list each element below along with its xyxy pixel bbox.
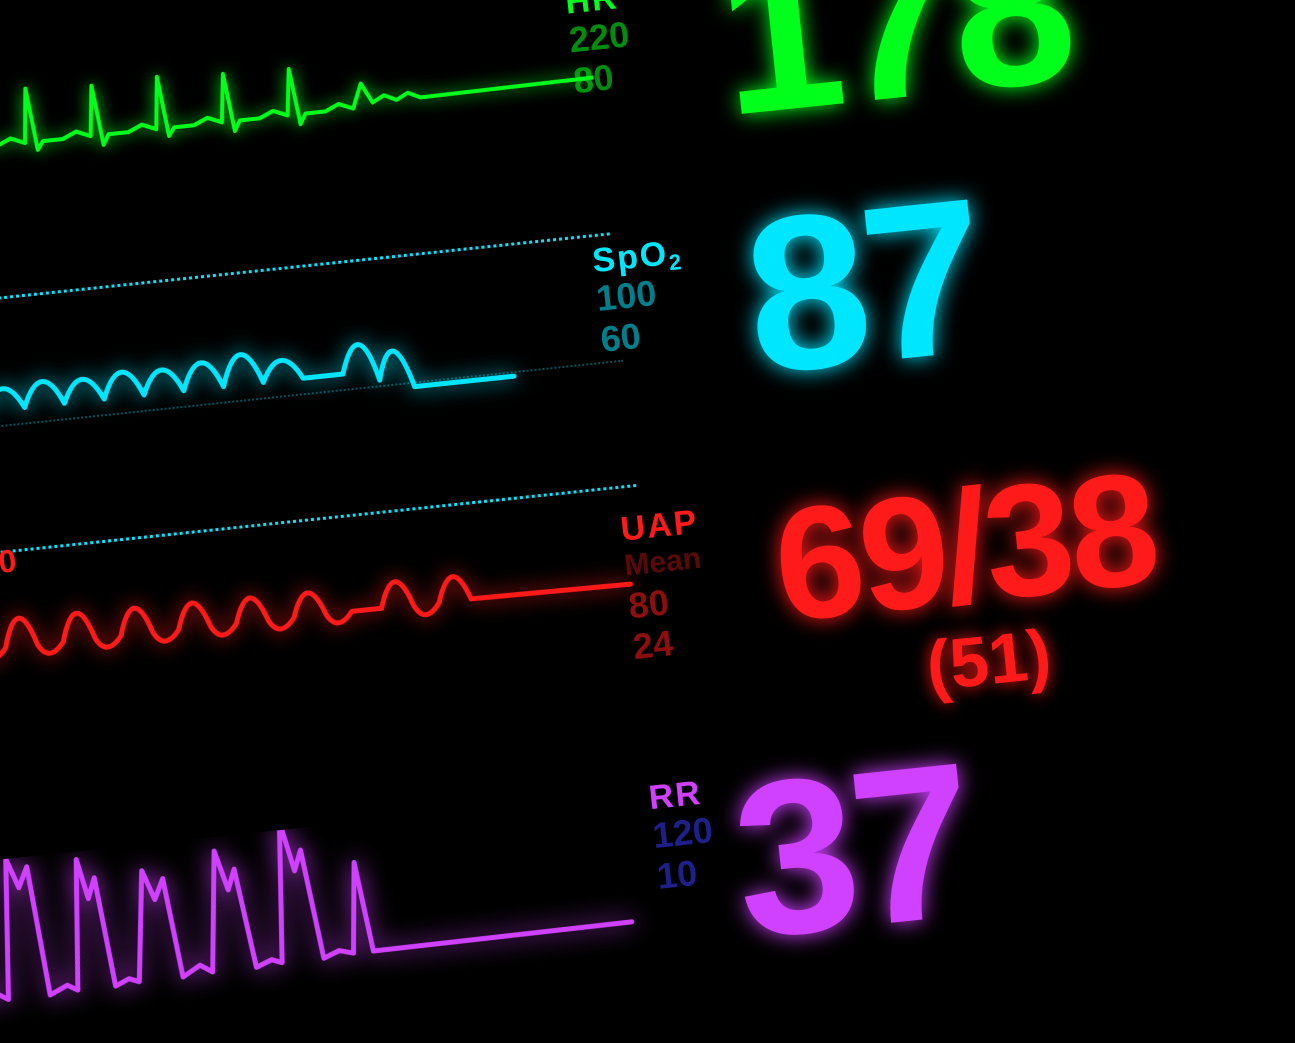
rr-waveform [0,769,692,1043]
hr-value: 178 [709,0,1079,149]
spo2-value: 87 [736,165,990,408]
rr-value: 37 [725,729,979,972]
uap-value: 69/38 [767,448,1162,647]
uap-mean: (51) [923,619,1054,702]
